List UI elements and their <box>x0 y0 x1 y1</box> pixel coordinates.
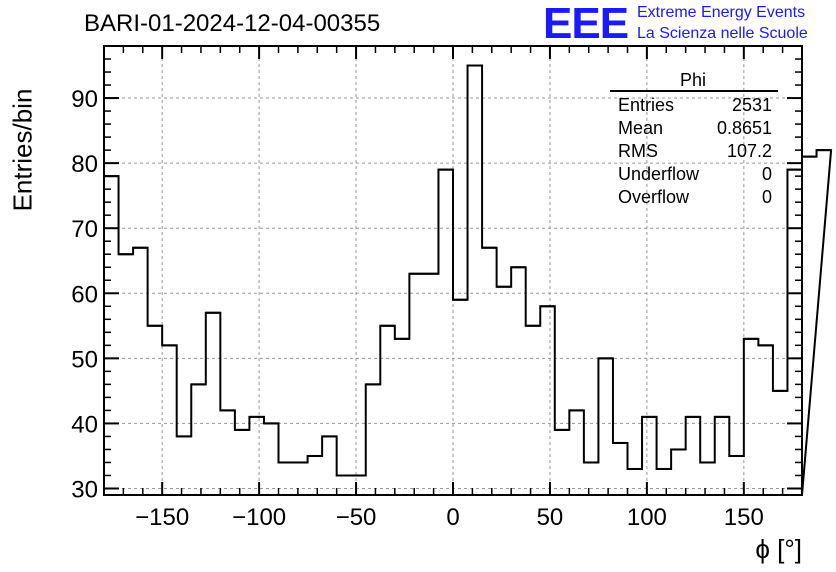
y-axis-label-text: Entries/bin <box>7 88 38 212</box>
x-tick-label: 150 <box>724 504 764 531</box>
tick-labels: −150 −100 −50 0 50 100 150 30 40 50 60 70 80 90 <box>71 86 764 531</box>
stats-row-underflow: Underflow 0 <box>608 163 778 186</box>
y-tick-label: 80 <box>71 151 98 178</box>
x-tick-label: −150 <box>135 504 189 531</box>
chart-title: BARI-01-2024-12-04-00355 <box>84 10 381 37</box>
x-axis-label: ϕ [°] <box>755 534 802 564</box>
stats-key: Mean <box>618 118 664 138</box>
x-tick-label: 0 <box>446 504 459 531</box>
y-tick-label: 90 <box>71 86 98 113</box>
eee-logo: EEE <box>543 0 629 48</box>
stats-key: Entries <box>618 95 675 115</box>
stats-key: Underflow <box>618 164 700 184</box>
stats-row-entries: Entries 2531 <box>608 94 778 117</box>
stats-divider <box>610 90 778 92</box>
histogram-outline <box>103 64 833 496</box>
stats-value: 0.8651 <box>716 118 772 138</box>
logo-line-2: La Scienza nelle Scuole <box>637 25 808 42</box>
x-tick-label: 50 <box>537 504 564 531</box>
y-tick-label: 70 <box>71 216 98 243</box>
y-tick-label: 50 <box>71 346 98 373</box>
stats-box: Phi Entries 2531 Mean 0.8651 RMS 107.2 U… <box>608 70 778 209</box>
stats-row-mean: Mean 0.8651 <box>608 117 778 140</box>
y-tick-label: 40 <box>71 411 98 438</box>
stats-value: 107.2 <box>726 141 772 161</box>
histogram-bins <box>103 64 833 496</box>
y-tick-label: 60 <box>71 281 98 308</box>
stats-row-overflow: Overflow 0 <box>608 186 778 209</box>
y-tick-label: 30 <box>71 476 98 503</box>
stats-key: Overflow <box>618 187 690 207</box>
stats-value: 0 <box>761 187 772 207</box>
y-axis-label: Entries/bin <box>6 89 40 212</box>
axes <box>103 45 803 496</box>
x-tick-label: −50 <box>336 504 377 531</box>
stats-key: RMS <box>618 141 658 161</box>
stats-value: 2531 <box>731 95 772 115</box>
logo-line-1: Extreme Energy Events <box>637 4 806 21</box>
x-tick-label: 100 <box>627 504 667 531</box>
stats-title: Phi <box>679 70 706 90</box>
stats-value: 0 <box>761 164 772 184</box>
stats-row-rms: RMS 107.2 <box>608 140 778 163</box>
x-tick-label: −100 <box>232 504 286 531</box>
